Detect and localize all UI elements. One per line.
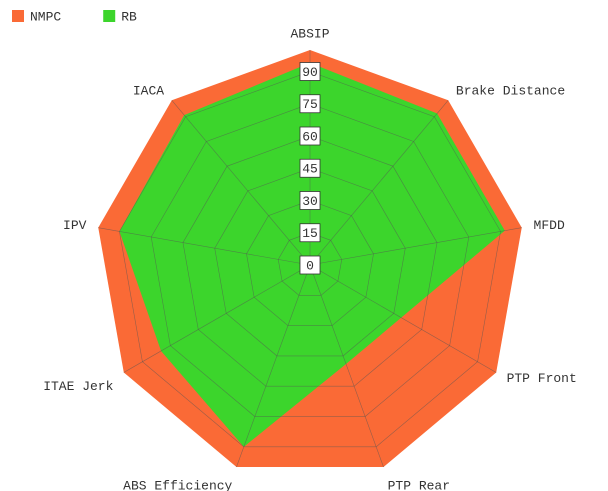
y-tick-label: 45	[302, 162, 318, 177]
tick-label-box	[299, 158, 321, 178]
grid-ring	[277, 232, 343, 296]
y-tick-label: 30	[302, 194, 318, 209]
category-label: PTP Front	[507, 371, 577, 386]
category-label: Brake Distance	[456, 84, 565, 99]
category-label: ABSIP	[290, 26, 329, 41]
tick-label-box	[299, 191, 321, 210]
tick-label-box	[299, 223, 321, 243]
y-tick-label: 60	[302, 129, 318, 144]
category-label: ITAE Jerk	[43, 379, 113, 394]
series-area	[119, 62, 505, 447]
tick-label-box	[299, 94, 321, 114]
y-tick-label: 0	[306, 258, 314, 273]
grid-spoke	[309, 227, 522, 266]
grid-ring	[182, 135, 438, 387]
grid-spoke	[236, 264, 311, 468]
y-tick-label: 75	[302, 97, 318, 112]
legend-label: RB	[121, 9, 137, 24]
legend-swatch	[12, 10, 24, 22]
grid-ring	[150, 103, 470, 417]
grid-spoke	[309, 264, 497, 373]
y-tick-label: 90	[302, 65, 318, 80]
grid-spoke	[171, 100, 311, 266]
category-label: MFDD	[534, 218, 565, 233]
category-label: IACA	[133, 84, 164, 99]
tick-label-box	[299, 126, 321, 146]
grid-spoke	[309, 264, 384, 468]
category-label: IPV	[63, 218, 87, 233]
grid-ring	[119, 71, 501, 448]
category-label: ABS Efficiency	[123, 479, 232, 491]
category-label: PTP Rear	[388, 479, 450, 491]
legend-swatch	[103, 10, 116, 22]
y-tick-label: 15	[302, 226, 318, 241]
grid-spoke	[98, 227, 311, 266]
grid-spoke	[123, 264, 311, 373]
grid-ring	[246, 200, 374, 326]
grid-spoke	[309, 100, 449, 266]
tick-label-box	[299, 62, 321, 81]
legend-label: NMPC	[30, 9, 61, 24]
grid-ring	[214, 167, 406, 357]
tick-label-box	[299, 255, 321, 275]
